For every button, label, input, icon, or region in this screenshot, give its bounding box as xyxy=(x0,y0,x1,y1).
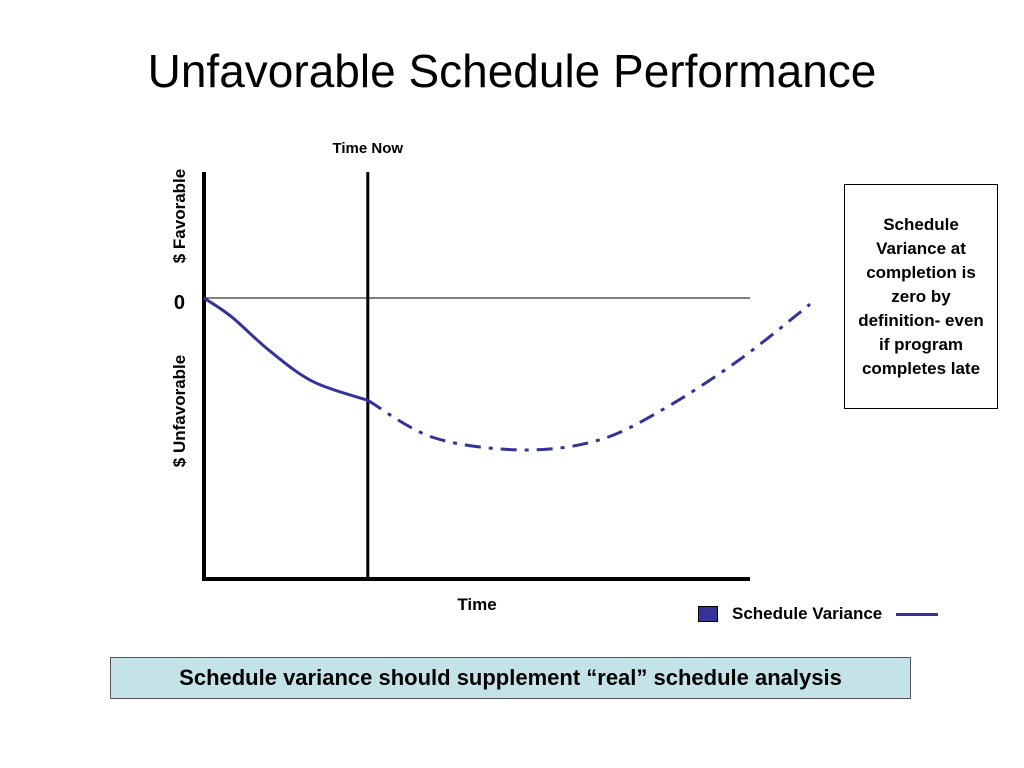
legend-line-sample xyxy=(896,612,939,616)
time-now-label: Time Now xyxy=(333,140,404,157)
y-label-favorable: $ Favorable xyxy=(170,169,189,264)
legend-swatch xyxy=(698,606,718,622)
zero-label: 0 xyxy=(174,292,185,314)
series-actual-line xyxy=(203,296,369,402)
completion-note-box: Schedule Variance at completion is zero … xyxy=(844,184,998,409)
x-axis-label: Time xyxy=(457,595,496,614)
completion-note-text: Schedule Variance at completion is zero … xyxy=(858,214,984,378)
analysis-banner: Schedule variance should supplement “rea… xyxy=(110,657,911,699)
chart-legend: Schedule Variance xyxy=(698,604,939,624)
series-projected-line xyxy=(367,303,811,452)
y-label-unfavorable: $ Unfavorable xyxy=(170,355,189,467)
page-title: Unfavorable Schedule Performance xyxy=(147,45,877,97)
analysis-banner-text: Schedule variance should supplement “rea… xyxy=(179,665,842,690)
legend-label: Schedule Variance xyxy=(732,604,883,623)
